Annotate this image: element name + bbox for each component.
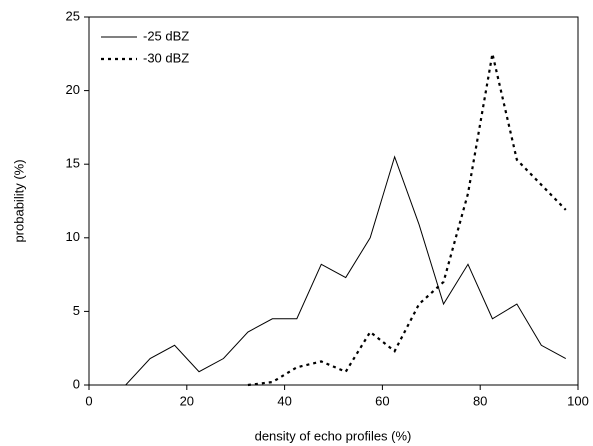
y-tick-label: 25 [66,8,80,23]
series-line [125,155,567,386]
x-tick-label: 40 [277,393,291,408]
plot-frame [88,16,579,386]
y-axis-label: probability (%) [11,159,26,242]
x-tick-label: 20 [180,393,194,408]
y-tick-label: 20 [66,82,80,97]
x-tick-label: 100 [567,393,589,408]
x-tick-label: 80 [473,393,487,408]
legend-label: -25 dBZ [143,28,189,43]
y-tick-label: 15 [66,156,80,171]
x-tick-label: 60 [375,393,389,408]
series-line [247,53,567,387]
y-tick-label: 10 [66,229,80,244]
legend-label: -30 dBZ [143,50,189,65]
x-tick-label: 0 [85,393,92,408]
x-axis-label: density of echo profiles (%) [255,428,412,443]
y-tick-label: 5 [73,303,80,318]
y-tick-label: 0 [73,376,80,391]
